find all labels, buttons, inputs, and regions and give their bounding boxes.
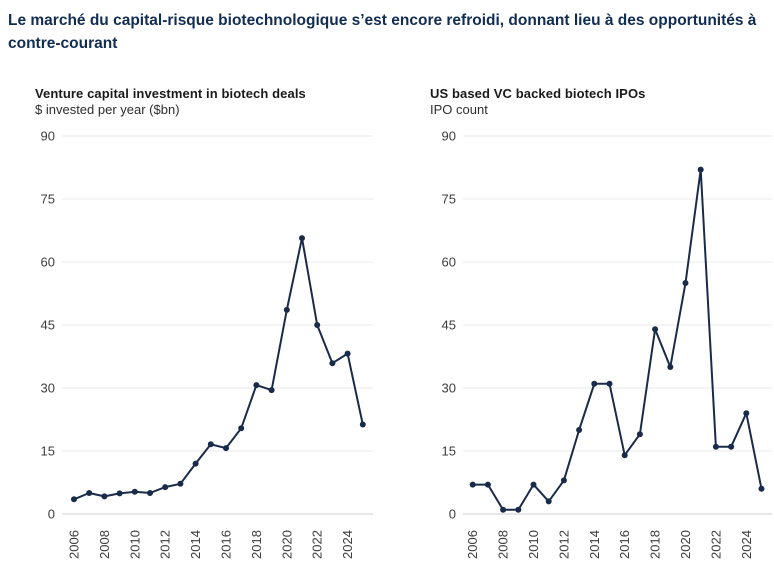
biotech-ipos-line-chart: 0 15 30 45 60 75 90 2006 2008 2010 2012 2014 2016 201… (442, 128, 772, 559)
chart-subtitle-vc-investment: $ invested per year ($bn) (35, 101, 180, 117)
svg-text:90: 90 (442, 128, 456, 143)
report-page: Le marché du capital-risque biotechnolog… (0, 10, 774, 565)
svg-text:2006: 2006 (465, 530, 480, 559)
svg-text:45: 45 (442, 317, 456, 332)
svg-text:2020: 2020 (279, 530, 294, 559)
svg-text:2022: 2022 (310, 530, 325, 559)
svg-text:2020: 2020 (678, 530, 693, 559)
svg-text:2022: 2022 (708, 530, 723, 559)
page-title: Le marché du capital-risque biotechnolog… (8, 12, 757, 52)
svg-text:90: 90 (41, 128, 55, 143)
chart-subtitle-biotech-ipos: IPO count (430, 101, 488, 117)
charts-row: Venture capital investment in biotech de… (0, 86, 774, 565)
svg-text:2014: 2014 (188, 530, 203, 559)
svg-text:2024: 2024 (340, 530, 355, 559)
svg-text:0: 0 (48, 506, 55, 521)
svg-text:15: 15 (442, 443, 456, 458)
svg-text:2018: 2018 (648, 530, 663, 559)
svg-text:30: 30 (442, 380, 456, 395)
svg-text:75: 75 (442, 191, 456, 206)
svg-text:60: 60 (41, 254, 55, 269)
svg-text:2006: 2006 (67, 530, 82, 559)
svg-text:2012: 2012 (556, 530, 571, 559)
chart-biotech-ipos: US based VC backed biotech IPOs IPO coun… (430, 86, 774, 565)
svg-text:15: 15 (41, 443, 55, 458)
svg-text:75: 75 (41, 191, 55, 206)
chart-vc-investment: Venture capital investment in biotech de… (35, 86, 375, 565)
svg-text:2012: 2012 (158, 530, 173, 559)
svg-text:2010: 2010 (526, 530, 541, 559)
svg-text:2014: 2014 (587, 530, 602, 559)
svg-text:2024: 2024 (739, 530, 754, 559)
chart-title-biotech-ipos: US based VC backed biotech IPOs (430, 85, 646, 101)
svg-text:2008: 2008 (97, 530, 112, 559)
svg-text:45: 45 (41, 317, 55, 332)
svg-text:2016: 2016 (617, 530, 632, 559)
svg-text:2018: 2018 (249, 530, 264, 559)
svg-text:2010: 2010 (127, 530, 142, 559)
svg-text:60: 60 (442, 254, 456, 269)
svg-text:2008: 2008 (496, 530, 511, 559)
svg-text:2016: 2016 (219, 530, 234, 559)
chart-title-vc-investment: Venture capital investment in biotech de… (35, 85, 306, 101)
svg-text:30: 30 (41, 380, 55, 395)
vc-investment-line-chart: 0 15 30 45 60 75 90 2006 2008 2010 2012 2014 2016 201… (41, 128, 373, 559)
svg-text:0: 0 (449, 506, 456, 521)
